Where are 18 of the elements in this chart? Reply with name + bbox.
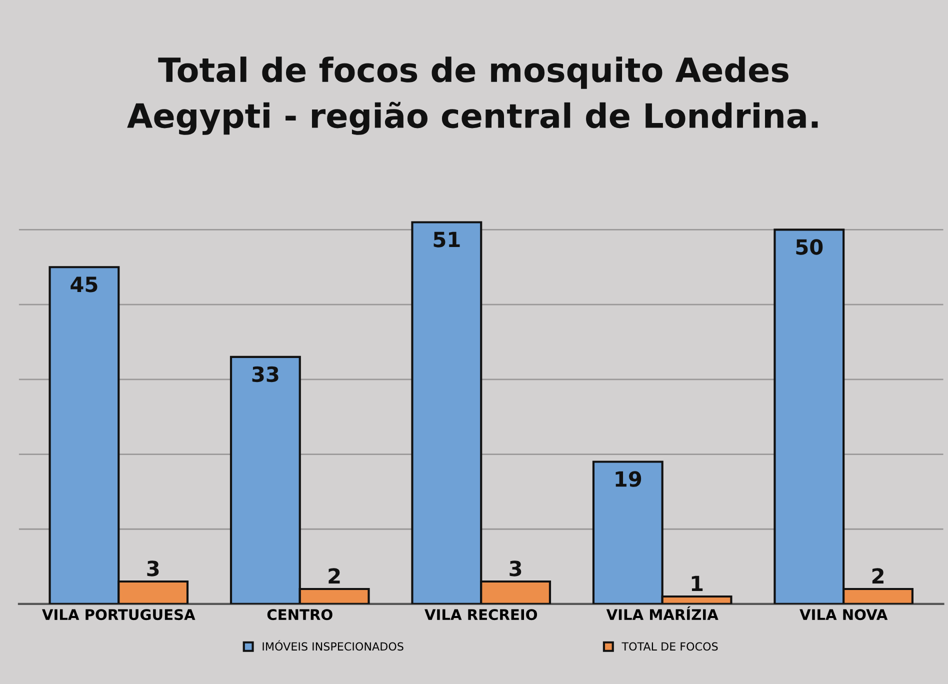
legend-label: IMÓVEIS INSPECIONADOS — [262, 640, 404, 651]
data-label: 51 — [434, 232, 460, 248]
data-label: 2 — [872, 568, 884, 584]
chart-title: Total de focos de mosquito Aedes Aegypti - região central de Londrina. — [127, 56, 818, 135]
data-label: 3 — [510, 560, 522, 576]
x-tick-label: VILA MARÍZIA — [606, 606, 718, 620]
x-tick-label: CENTRO — [267, 609, 332, 620]
data-label: 2 — [328, 568, 340, 584]
data-label: 50 — [796, 239, 823, 255]
x-tick-label: VILA PORTUGUESA — [42, 609, 196, 620]
data-label: 33 — [252, 366, 278, 382]
data-label: 3 — [147, 560, 159, 576]
data-label: 45 — [70, 276, 98, 292]
data-label: 19 — [616, 471, 642, 487]
x-tick-label: VILA NOVA — [800, 609, 888, 620]
x-tick-label: VILA RECREIO — [424, 609, 538, 620]
data-label: 1 — [692, 576, 703, 592]
legend-label: TOTAL DE FOCOS — [622, 642, 718, 651]
